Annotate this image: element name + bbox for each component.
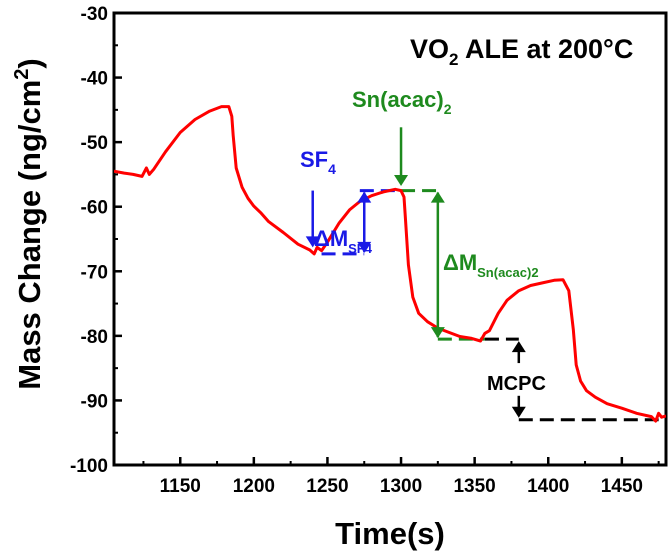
- delta-m-sf4-head-up: [357, 191, 372, 203]
- x-tick-label: 1350: [453, 476, 495, 497]
- y-tick-label: -50: [81, 133, 108, 154]
- sf4-arrow-head: [305, 236, 320, 248]
- chart-title: VO2 ALE at 200°C: [410, 34, 633, 69]
- y-tick-label: -60: [81, 198, 108, 219]
- x-tick-label: 1400: [527, 476, 569, 497]
- tick-labels: 1150 1200 1250 1300 1350 1400 1450 -100 -90 -80 -7…: [70, 4, 643, 497]
- mcpc-head-up: [511, 341, 526, 353]
- x-tick-label: 1250: [306, 476, 348, 497]
- series-group: [114, 105, 666, 423]
- sf4-label: SF4: [300, 147, 336, 177]
- plot-frame: [112, 11, 668, 467]
- delta-m-sn-head-up: [430, 191, 445, 203]
- x-tick-label: 1200: [233, 476, 275, 497]
- x-tick-label: 1150: [160, 476, 201, 497]
- x-tick-label: 1450: [601, 476, 643, 497]
- y-tick-label: -90: [81, 391, 108, 412]
- delta-m-sn-head-down: [430, 327, 445, 339]
- snacac-arrow-head: [394, 175, 409, 187]
- data-line: [114, 105, 666, 423]
- delta-m-sf4-head-down: [357, 241, 372, 253]
- annotation-arrows: [305, 127, 526, 418]
- axis-ticks: [114, 11, 660, 467]
- mcpc-head-down: [511, 406, 526, 418]
- x-axis-label: Time(s): [335, 516, 445, 551]
- y-axis-label: Mass Change (ng/cm2): [11, 58, 47, 390]
- y-tick-label: -80: [81, 327, 108, 348]
- y-tick-label: -40: [81, 69, 108, 90]
- delta-m-sn-label: ΔMSn(acac)2: [443, 250, 539, 280]
- y-tick-label: -70: [81, 262, 108, 283]
- snacac-label: Sn(acac)2: [352, 87, 452, 117]
- delta-m-sf4-label: ΔMSF4: [314, 226, 373, 256]
- y-tick-label: -30: [81, 4, 108, 25]
- annotation-labels: SF4 Sn(acac)2 ΔMSF4 ΔMSn(acac)2 MCPC: [300, 87, 546, 395]
- x-tick-label: 1300: [380, 476, 422, 497]
- mcpc-label: MCPC: [487, 373, 546, 395]
- y-tick-label: -100: [70, 456, 108, 477]
